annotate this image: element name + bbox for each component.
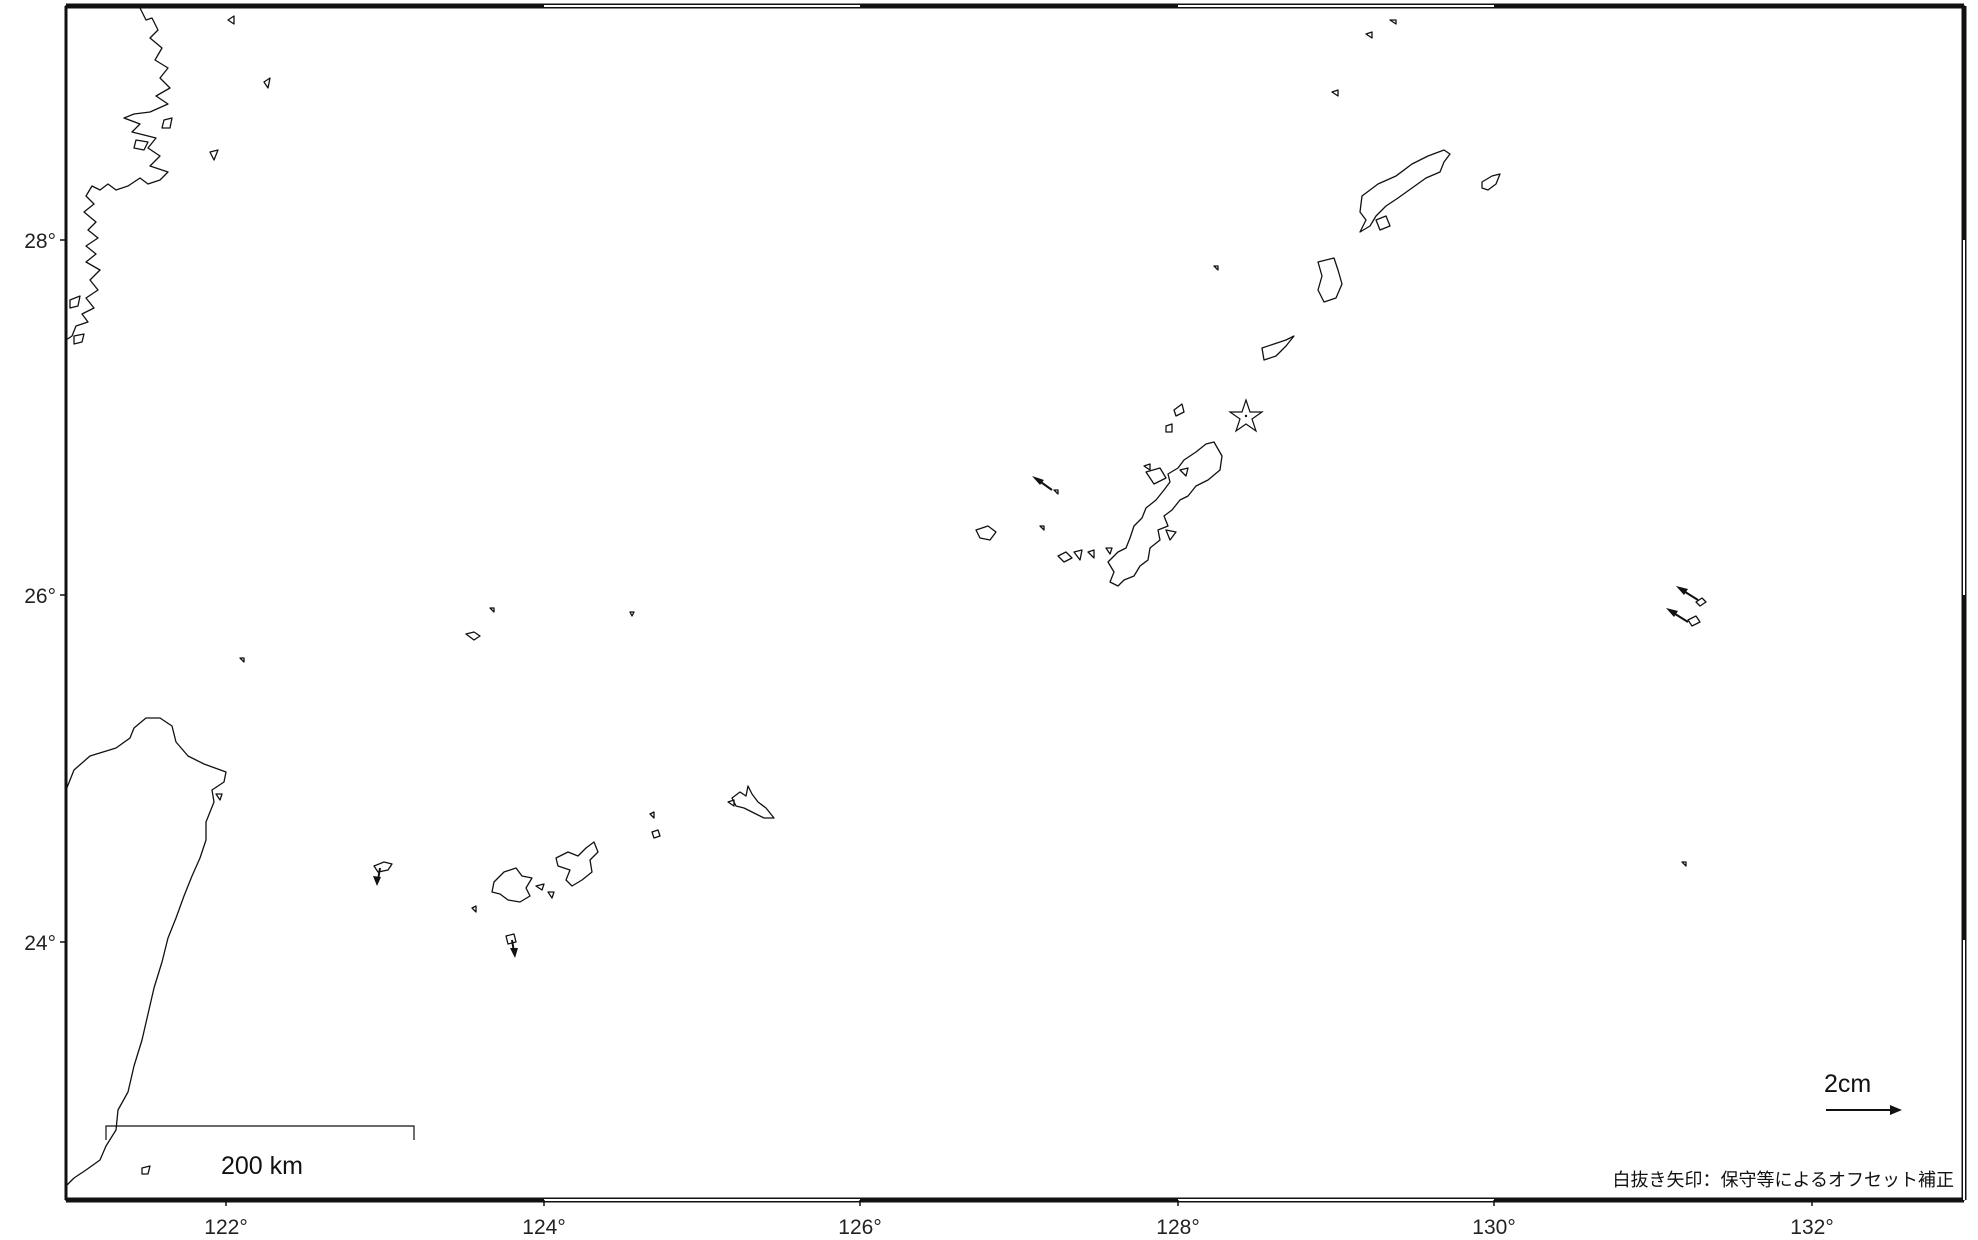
tarama-island: [651, 829, 661, 839]
y-tick-labels: 28° 26° 24°: [24, 230, 56, 955]
map-frame: [64, 3, 1967, 1203]
okinawa-island: [1107, 441, 1223, 587]
arrow-icon: [510, 939, 518, 958]
y-tick-label: 28°: [24, 230, 56, 253]
taiwan-coast: [65, 717, 227, 1187]
okinoerabu-island: [1261, 335, 1295, 361]
ishigaki-island: [555, 841, 599, 887]
vector-scale: 2cm: [1824, 1070, 1902, 1115]
arrow-icon: [373, 867, 381, 886]
kita-daito-island: [1695, 597, 1707, 607]
y-tick-label: 24°: [24, 932, 56, 955]
minami-daito-island: [1687, 615, 1701, 627]
oki-daito-island: [1681, 861, 1687, 867]
star-icon: [1228, 398, 1264, 433]
yonaguni-island: [373, 861, 393, 873]
x-tick-label: 126°: [838, 1216, 881, 1239]
x-tick-label: 124°: [522, 1216, 565, 1239]
arrow-icon: [1666, 608, 1689, 623]
scale-bar: 200 km: [105, 1125, 415, 1180]
x-tick-label: 132°: [1790, 1216, 1833, 1239]
x-tick-labels: 122° 124° 126° 128° 130° 132°: [204, 1216, 1833, 1239]
tokunoshima-island: [1317, 257, 1343, 303]
miyako-island: [731, 785, 775, 819]
coastlines: [65, 7, 1707, 1187]
x-tick-label: 130°: [1472, 1216, 1515, 1239]
kerama-islands: [1057, 551, 1073, 563]
vector-scale-label: 2cm: [1824, 1070, 1871, 1098]
arrow-icon: [1032, 476, 1053, 491]
senkaku-islands: [465, 631, 481, 641]
tick-marks: [60, 239, 1813, 1206]
kume-island: [975, 525, 997, 541]
arrow-icon: [1890, 1105, 1902, 1115]
arrow-icon: [1676, 586, 1699, 601]
displacement-vectors: [373, 476, 1699, 958]
x-tick-label: 122°: [204, 1216, 247, 1239]
kikai-island: [1481, 173, 1501, 191]
iheya-island: [1173, 403, 1185, 417]
china-coast: [65, 7, 171, 341]
offset-note: 白抜き矢印：保守等によるオフセット補正: [1613, 1170, 1954, 1191]
iriomote-island: [491, 867, 533, 903]
x-tick-label: 128°: [1156, 1216, 1199, 1239]
scale-bar-label: 200 km: [221, 1152, 303, 1180]
amami-oshima: [1359, 149, 1451, 233]
y-tick-label: 26°: [24, 585, 56, 608]
